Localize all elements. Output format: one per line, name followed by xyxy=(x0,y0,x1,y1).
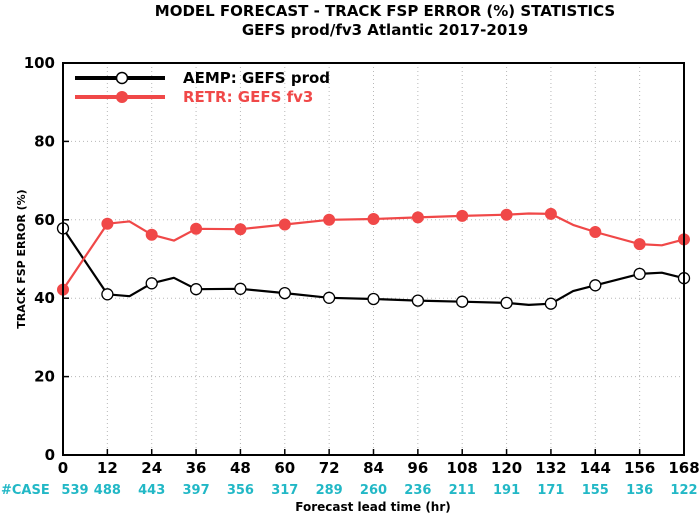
series-1-point-132 xyxy=(544,207,557,220)
y-tick-label-80: 80 xyxy=(34,132,55,150)
case-count-24: 443 xyxy=(138,483,165,498)
y-tick-label-20: 20 xyxy=(34,368,55,386)
series-layer xyxy=(56,207,691,310)
series-1-point-60 xyxy=(278,218,291,231)
x-tick-label-24: 24 xyxy=(141,459,162,477)
case-count-36: 397 xyxy=(183,483,210,498)
chart-subtitle: GEFS prod/fv3 Atlantic 2017-2019 xyxy=(242,21,528,39)
case-count-108: 211 xyxy=(449,483,476,498)
series-1-point-156 xyxy=(633,238,646,251)
y-axis-label: TRACK FSP ERROR (%) xyxy=(15,189,28,328)
case-count-96: 236 xyxy=(404,483,431,498)
series-1-point-48 xyxy=(234,223,247,236)
x-tick-label-72: 72 xyxy=(319,459,340,477)
series-0-point-144 xyxy=(589,279,602,292)
series-0-point-96 xyxy=(411,294,425,307)
case-count-48: 356 xyxy=(227,483,254,498)
y-tick-label-40: 40 xyxy=(34,289,55,307)
case-count-72: 289 xyxy=(316,483,343,498)
legend-label-retr: RETR: GEFS fv3 xyxy=(183,88,313,106)
series-0-point-108 xyxy=(456,295,469,308)
series-0-point-12 xyxy=(101,288,114,301)
x-tick-label-156: 156 xyxy=(624,459,655,477)
case-count-132: 171 xyxy=(537,483,564,498)
case-count-156: 136 xyxy=(626,483,653,498)
case-count-row: #CASE 539 488 443 397 356 317 289 260 236 211 191 1… xyxy=(1,483,698,498)
x-tick-label-132: 132 xyxy=(535,459,566,477)
case-count-12: 488 xyxy=(94,483,121,498)
y-tick-label-100: 100 xyxy=(24,54,55,72)
series-1-point-24 xyxy=(145,228,158,241)
x-tick-label-36: 36 xyxy=(186,459,207,477)
series-1-point-12 xyxy=(101,217,114,230)
grid-lines xyxy=(63,63,684,455)
series-0-point-156 xyxy=(633,267,646,281)
series-0-point-36 xyxy=(189,283,203,296)
x-tick-label-84: 84 xyxy=(363,459,384,477)
legend-marker-aemp xyxy=(115,71,129,85)
x-tick-label-60: 60 xyxy=(274,459,295,477)
x-tick-label-144: 144 xyxy=(580,459,611,477)
x-tick-label-0: 0 xyxy=(58,459,68,477)
y-tick-label-60: 60 xyxy=(34,211,55,229)
plot-frame xyxy=(62,62,685,456)
legend: AEMP: GEFS prod RETR: GEFS fv3 xyxy=(75,69,330,106)
case-count-144: 155 xyxy=(582,483,609,498)
y-tick-label-0: 0 xyxy=(45,446,55,464)
x-axis-ticks: 0 12 24 36 48 60 72 84 96 108 120 132 144 156 168 xyxy=(58,449,700,477)
legend-marker-retr xyxy=(116,91,128,103)
x-tick-label-48: 48 xyxy=(230,459,251,477)
chart-title: MODEL FORECAST - TRACK FSP ERROR (%) STA… xyxy=(155,2,615,20)
series-0-point-132 xyxy=(544,297,558,310)
x-tick-label-120: 120 xyxy=(491,459,522,477)
x-tick-label-96: 96 xyxy=(407,459,428,477)
x-tick-label-12: 12 xyxy=(97,459,118,477)
series-1-point-84 xyxy=(367,213,380,225)
series-0-point-84 xyxy=(367,292,380,306)
x-tick-label-108: 108 xyxy=(447,459,478,477)
series-0-point-72 xyxy=(322,291,336,304)
series-1-point-120 xyxy=(500,208,513,221)
series-0-point-120 xyxy=(500,296,513,310)
series-1-point-108 xyxy=(456,209,469,222)
case-count-168: 122 xyxy=(670,483,697,498)
series-0-point-24 xyxy=(145,277,158,290)
x-axis-label: Forecast lead time (hr) xyxy=(295,500,451,514)
legend-label-aemp: AEMP: GEFS prod xyxy=(183,69,330,87)
case-count-60: 317 xyxy=(271,483,298,498)
series-1-point-36 xyxy=(190,222,203,235)
series-0-point-60 xyxy=(278,286,291,300)
case-label: #CASE xyxy=(1,483,50,498)
series-1-point-72 xyxy=(323,213,336,226)
series-1-point-144 xyxy=(589,226,602,238)
case-count-120: 191 xyxy=(493,483,520,498)
case-count-84: 260 xyxy=(360,483,387,498)
series-1-point-96 xyxy=(411,211,424,224)
x-tick-label-168: 168 xyxy=(668,459,699,477)
series-0-point-48 xyxy=(234,282,247,295)
case-count-0: 539 xyxy=(61,483,88,498)
